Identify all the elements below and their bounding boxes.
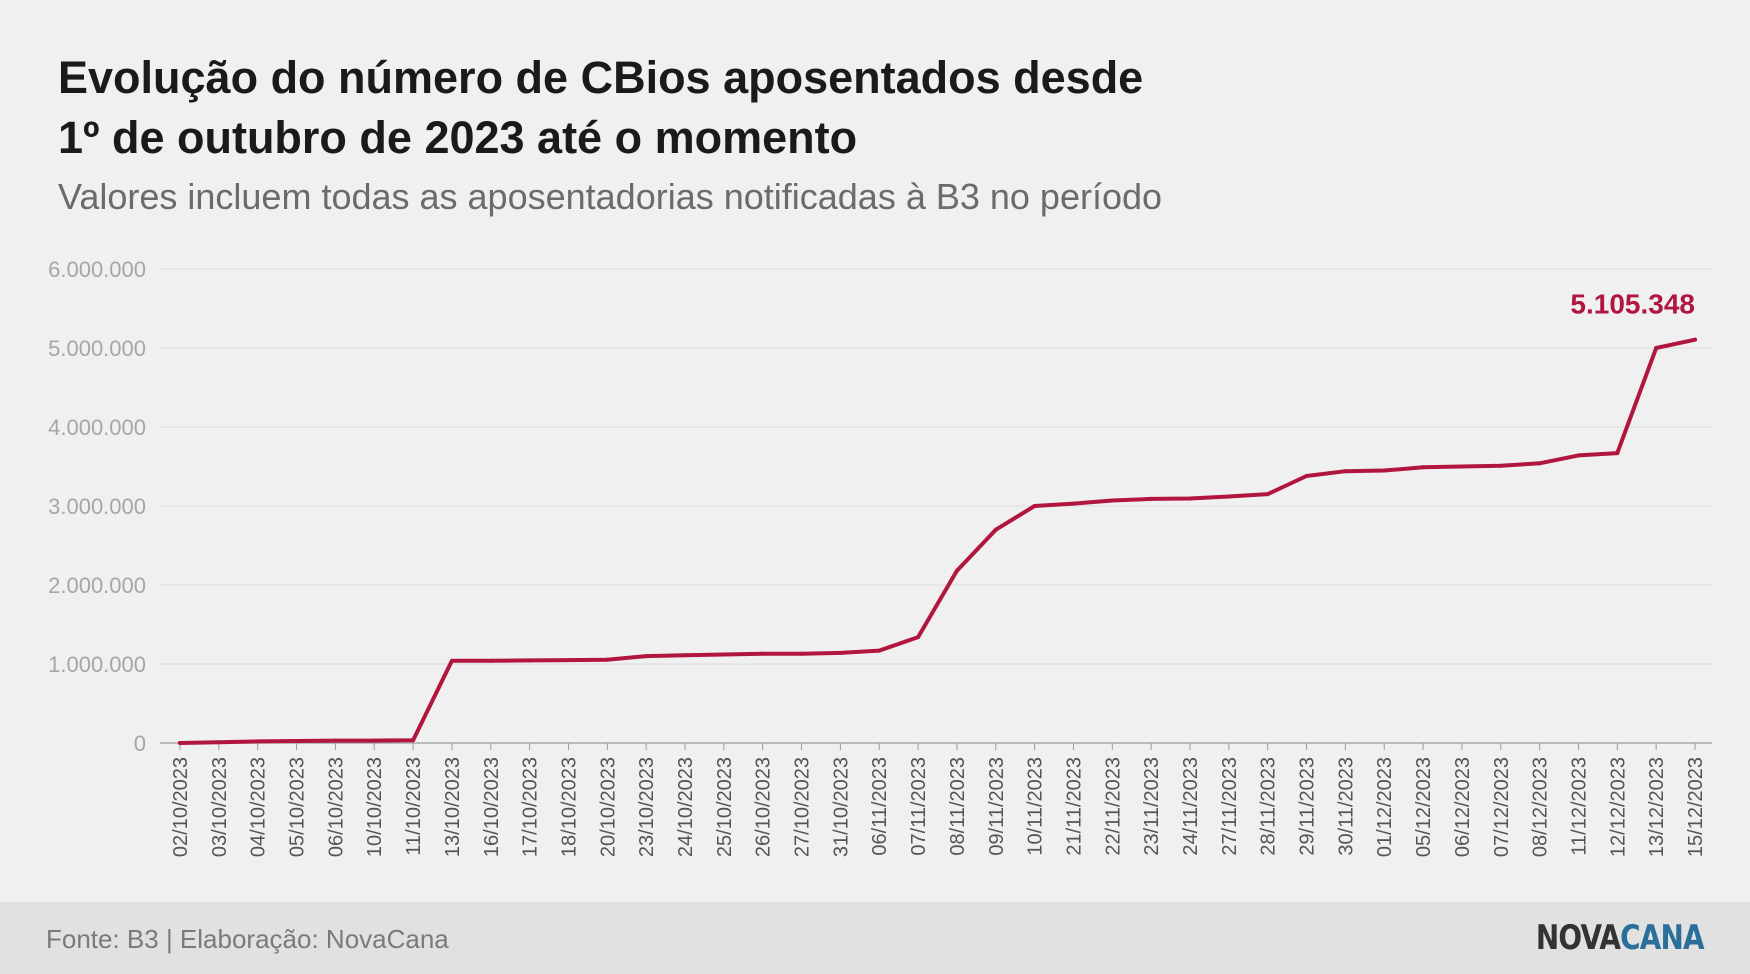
data-point (294, 739, 299, 744)
x-tick-label: 04/10/2023 (248, 757, 270, 857)
data-point (372, 738, 377, 743)
x-tick-label: 24/10/2023 (675, 757, 697, 857)
x-tick-label: 23/11/2023 (1141, 757, 1163, 856)
data-point (1149, 496, 1154, 501)
data-point (488, 658, 493, 663)
data-point (877, 648, 882, 653)
data-point (1615, 451, 1620, 456)
x-tick-label: 11/10/2023 (403, 757, 425, 856)
data-point (1693, 337, 1697, 342)
x-tick-label: 06/10/2023 (325, 757, 347, 857)
x-tick-label: 02/10/2023 (170, 757, 192, 857)
y-tick-label: 2.000.000 (48, 573, 146, 598)
last-value-label: 5.105.348 (1570, 289, 1695, 320)
x-tick-label: 29/11/2023 (1297, 757, 1319, 856)
chart-title-line-2: 1º de outubro de 2023 até o momento (58, 112, 858, 163)
x-tick-label: 06/12/2023 (1452, 757, 1474, 857)
x-tick-label: 15/12/2023 (1685, 757, 1707, 857)
x-tick-label: 10/11/2023 (1025, 757, 1047, 856)
data-point (1343, 469, 1348, 474)
x-tick-label: 31/10/2023 (830, 757, 852, 857)
data-point (683, 653, 687, 658)
logo-part-cana: CANA (1620, 918, 1704, 958)
x-tick-label: 06/11/2023 (869, 757, 891, 856)
data-point (449, 658, 454, 663)
data-point (527, 658, 532, 663)
data-point (1576, 453, 1581, 458)
line-chart: 0 1.000.000 2.000.000 3.000.000 4.000.000 5.0… (48, 257, 1712, 857)
y-tick-label: 4.000.000 (48, 415, 146, 440)
chart-subtitle: Valores incluem todas as aposentadorias … (58, 176, 1163, 217)
data-point (1421, 465, 1426, 470)
data-point (1498, 463, 1503, 468)
x-tick-label: 08/12/2023 (1530, 757, 1552, 857)
x-tick-label: 18/10/2023 (558, 757, 580, 857)
footer: Fonte: B3 | Elaboração: NovaCana NOVACAN… (0, 902, 1750, 974)
y-tick-label: 1.000.000 (48, 652, 146, 677)
x-tick-label: 07/12/2023 (1491, 757, 1513, 857)
data-point (1032, 504, 1037, 508)
data-point (255, 739, 260, 744)
chart-title: Evolução do número de CBios aposentados … (58, 48, 1458, 168)
y-tick-label: 0 (134, 731, 146, 756)
x-tick-label: 26/10/2023 (753, 757, 775, 857)
x-tick-label: 07/11/2023 (908, 757, 930, 856)
x-tick-label: 13/12/2023 (1646, 757, 1668, 857)
source-text: Fonte: B3 | Elaboração: NovaCana (46, 924, 449, 954)
logo-part-nova: NOVA (1536, 918, 1621, 958)
data-point (954, 568, 959, 573)
x-tick-label: 16/10/2023 (481, 757, 503, 857)
data-point (1654, 346, 1659, 350)
x-tick-label: 27/11/2023 (1219, 757, 1241, 856)
x-tick-label: 08/11/2023 (947, 757, 969, 856)
x-tick-label: 23/10/2023 (636, 757, 658, 857)
novacana-logo: NOVACANA (1536, 918, 1705, 958)
data-point (411, 738, 416, 743)
x-tick-label: 10/10/2023 (364, 757, 386, 857)
y-tick-label: 6.000.000 (48, 257, 146, 282)
chart-title-line-1: Evolução do número de CBios aposentados … (58, 52, 1144, 103)
x-tick-label: 24/11/2023 (1180, 757, 1202, 856)
data-point (644, 654, 649, 659)
y-tick-label: 3.000.000 (48, 494, 146, 519)
x-tick-label: 17/10/2023 (520, 757, 542, 857)
x-tick-label: 12/12/2023 (1607, 757, 1629, 857)
data-point (566, 658, 571, 663)
data-point (799, 651, 804, 656)
x-tick-label: 01/12/2023 (1374, 757, 1396, 857)
x-tick-label: 13/10/2023 (442, 757, 464, 857)
data-point (838, 650, 843, 655)
x-tick-label: 22/11/2023 (1102, 757, 1124, 856)
data-point (1071, 501, 1076, 506)
data-point (721, 652, 726, 657)
x-tick-label: 09/11/2023 (986, 757, 1008, 856)
data-point (916, 635, 921, 640)
x-tick-label: 25/10/2023 (714, 757, 736, 857)
x-tick-label: 21/11/2023 (1063, 757, 1085, 856)
data-point (993, 527, 998, 532)
data-point (605, 657, 610, 662)
x-tick-label: 30/11/2023 (1335, 757, 1357, 856)
data-point (333, 738, 338, 743)
data-point (1459, 464, 1464, 469)
data-point (1265, 492, 1270, 497)
x-tick-label: 03/10/2023 (209, 757, 231, 857)
series-line (178, 337, 1697, 745)
x-tick-label: 11/12/2023 (1568, 757, 1590, 856)
data-point (1110, 498, 1115, 503)
y-tick-label: 5.000.000 (48, 336, 146, 361)
data-point (1537, 461, 1542, 466)
x-tick-label: 20/10/2023 (597, 757, 619, 857)
x-tick-label: 05/10/2023 (287, 757, 309, 857)
x-tick-label: 27/10/2023 (792, 757, 814, 857)
data-point (178, 741, 182, 745)
data-point (1226, 494, 1231, 499)
data-point (216, 740, 221, 745)
x-tick-label: 05/12/2023 (1413, 757, 1435, 857)
data-point (1382, 468, 1387, 473)
x-tick-label: 28/11/2023 (1258, 757, 1280, 856)
data-point (760, 651, 765, 656)
data-point (1304, 473, 1309, 478)
data-point (1188, 496, 1192, 501)
